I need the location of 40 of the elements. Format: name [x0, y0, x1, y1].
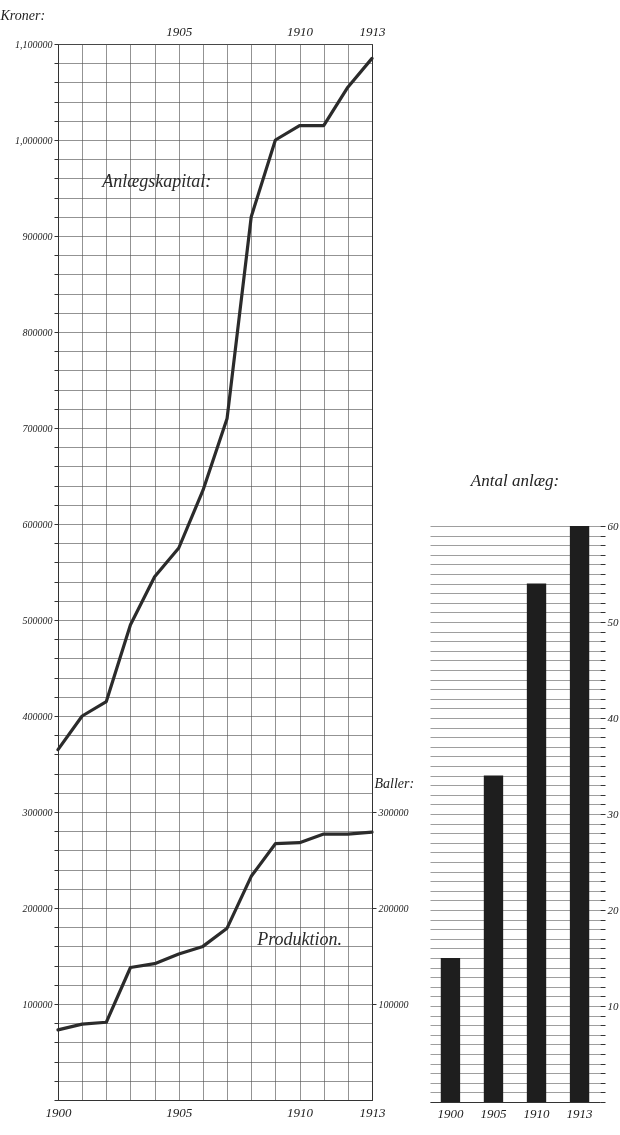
y-tick-label: 100000: [22, 998, 53, 1010]
y-tick-label: 10: [607, 999, 619, 1012]
y-axis-title: Kroner:: [0, 7, 46, 23]
y-tick-label: 800000: [22, 326, 53, 338]
y-tick-label: 300000: [21, 806, 53, 818]
bar: [569, 526, 590, 1102]
chart-title: Antal anlæg:: [469, 471, 560, 490]
x-tick-label: 1910: [287, 1104, 314, 1120]
y-tick-label: 60: [607, 519, 619, 532]
x-tick-label: 1913: [359, 1104, 386, 1120]
bar: [440, 958, 461, 1102]
y2-tick-label: 300000: [377, 806, 409, 818]
x-tick-label: 1900: [437, 1105, 464, 1121]
bar: [526, 583, 547, 1102]
y-tick-label: 700000: [22, 422, 53, 434]
x-tick-label: 1900: [45, 1104, 72, 1120]
y-tick-label: 200000: [22, 902, 53, 914]
y-tick-label: 20: [607, 903, 619, 916]
y-tick-label: 30: [606, 807, 619, 820]
y-tick-label: 900000: [22, 230, 53, 242]
x-tick-label: 1910: [523, 1105, 551, 1121]
y2-tick-label: 200000: [378, 902, 409, 914]
text: Anlægskapital:: [101, 170, 212, 191]
x2-tick-label: 1913: [359, 23, 386, 39]
y2-axis-title: Baller:: [374, 775, 415, 791]
y-tick-label: 600000: [22, 518, 53, 530]
y-tick-label: 40: [607, 711, 619, 724]
x-tick-label: 1905: [480, 1105, 507, 1121]
series-label: Produktion.: [256, 928, 342, 949]
y-tick-label: 400000: [22, 710, 53, 722]
x2-tick-label: 1905: [166, 23, 193, 39]
y-tick-label: 1,100000: [15, 38, 53, 50]
bar: [483, 775, 504, 1102]
x-tick-label: 1905: [166, 1104, 193, 1120]
y2-tick-label: 100000: [378, 998, 409, 1010]
y-tick-label: 50: [607, 615, 619, 628]
y-tick-label: 1,000000: [15, 134, 53, 146]
x2-tick-label: 1910: [287, 23, 314, 39]
y-tick-label: 500000: [22, 614, 53, 626]
x-tick-label: 1913: [566, 1105, 594, 1121]
